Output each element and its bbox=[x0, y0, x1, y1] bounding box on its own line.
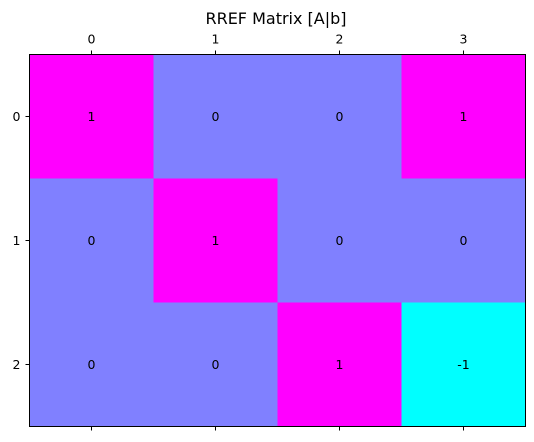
cell-value-label: 1 bbox=[212, 233, 220, 248]
heatmap-cell-labels: 1 0 0 1 0 1 0 0 0 0 1 -1 bbox=[88, 109, 470, 372]
heatmap-cell bbox=[277, 302, 402, 427]
heatmap-cell bbox=[277, 54, 402, 179]
cell-value-label: 0 bbox=[212, 109, 220, 124]
x-axis: 0 1 2 3 bbox=[88, 32, 468, 431]
heatmap-cell bbox=[29, 302, 154, 427]
y-tick-label: 2 bbox=[13, 357, 21, 372]
x-tick-label: 0 bbox=[88, 32, 96, 47]
cell-value-label: 0 bbox=[336, 233, 344, 248]
cell-value-label: 0 bbox=[460, 233, 468, 248]
x-tick-label: 1 bbox=[212, 32, 220, 47]
cell-value-label: -1 bbox=[457, 357, 469, 372]
heatmap-cell bbox=[153, 302, 278, 427]
cell-value-label: 0 bbox=[88, 357, 96, 372]
heatmap-cell bbox=[29, 178, 154, 303]
heatmap-cell bbox=[401, 178, 526, 303]
cell-value-label: 0 bbox=[336, 109, 344, 124]
cell-value-label: 1 bbox=[336, 357, 344, 372]
cell-value-label: 1 bbox=[88, 109, 96, 124]
heatmap-cells bbox=[29, 54, 526, 427]
heatmap-cell bbox=[401, 54, 526, 179]
x-tick-label: 2 bbox=[336, 32, 344, 47]
cell-value-label: 0 bbox=[88, 233, 96, 248]
y-tick-label: 1 bbox=[13, 233, 21, 248]
chart-title: RREF Matrix [A|b] bbox=[205, 9, 346, 28]
y-axis: 0 1 2 bbox=[13, 109, 30, 372]
cell-value-label: 1 bbox=[460, 109, 468, 124]
cell-value-label: 0 bbox=[212, 357, 220, 372]
heatmap-cell bbox=[153, 178, 278, 303]
heatmap-cell bbox=[29, 54, 154, 179]
x-tick-label: 3 bbox=[460, 32, 468, 47]
heatmap-cell bbox=[277, 178, 402, 303]
y-tick-label: 0 bbox=[13, 109, 21, 124]
heatmap-cell bbox=[401, 302, 526, 427]
plot-frame bbox=[29, 54, 526, 427]
heatmap-cell bbox=[153, 54, 278, 179]
